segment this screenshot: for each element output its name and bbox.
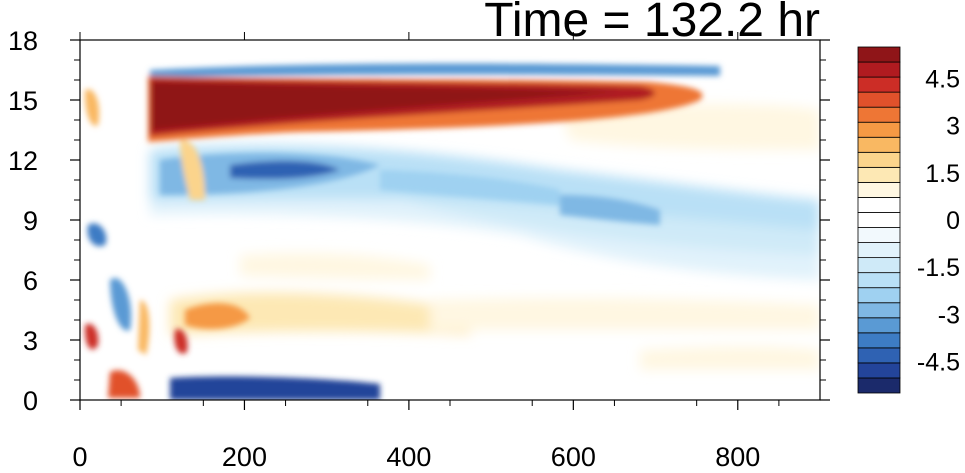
orange-lower-blob <box>185 303 250 330</box>
left-blue-blob <box>87 223 107 247</box>
colorbar-swatch <box>857 227 901 243</box>
y-tick-label: 15 <box>8 86 38 116</box>
colorbar-swatch <box>857 166 901 183</box>
colorbar-swatch <box>857 257 901 274</box>
colorbar-swatch <box>857 106 901 123</box>
colorbar-swatch <box>857 136 901 153</box>
bottom-left-orange <box>108 370 140 398</box>
blue-patch-right <box>560 195 660 225</box>
orange-lower-band <box>170 292 470 335</box>
colorbar-tick-label: -1.5 <box>917 254 960 282</box>
colorbar-swatch <box>857 362 901 379</box>
y-tick-label: 0 <box>23 386 38 416</box>
colorbar-tick-label: -3 <box>938 301 960 329</box>
y-tick-label: 6 <box>23 266 38 296</box>
colorbar-swatch <box>857 302 901 319</box>
left-blue-column <box>110 278 132 331</box>
y-axis: 0 3 6 9 12 15 18 <box>8 26 830 416</box>
colorbar-swatch <box>857 212 901 228</box>
red-jet-core <box>152 82 620 130</box>
colorbar-swatch <box>857 76 901 93</box>
y-tick-label: 18 <box>8 26 38 56</box>
contour-field <box>80 40 820 400</box>
x-tick-label: 200 <box>222 442 267 472</box>
colorbar-swatch <box>857 61 901 78</box>
colorbar-swatch <box>857 347 901 364</box>
left-orange-column <box>138 300 150 355</box>
colorbar: -4.5 -3 -1.5 0 1.5 3 4.5 <box>857 46 960 394</box>
colorbar-swatch <box>857 91 901 108</box>
light-yellow-lower-band <box>430 297 820 330</box>
colorbar-swatch <box>857 272 901 289</box>
colorbar-tick-label: 4.5 <box>925 65 960 93</box>
top-blue-strip <box>150 63 720 78</box>
blue-band-right <box>380 170 560 205</box>
light-yellow-bottom-right <box>640 346 820 370</box>
red-mid-blob <box>174 328 188 354</box>
colorbar-swatch <box>857 287 901 304</box>
blue-band-core <box>230 160 340 180</box>
upper-white-streak <box>180 139 205 200</box>
y-tick-label: 9 <box>23 206 38 236</box>
x-tick-label: 0 <box>72 442 87 472</box>
left-orange-blob-top <box>84 89 100 126</box>
left-red-blob-low <box>84 323 99 350</box>
colorbar-swatch <box>857 332 901 349</box>
colorbar-tick-label: 0 <box>946 207 960 235</box>
colorbar-tick-label: 1.5 <box>925 160 960 188</box>
y-tick-label: 3 <box>23 326 38 356</box>
colorbar-swatch <box>857 242 901 259</box>
x-axis: 0 200 400 600 800 <box>72 32 780 472</box>
colorbar-swatch <box>857 121 901 138</box>
light-yellow-mid-band <box>240 253 430 280</box>
bottom-blue-strip <box>170 376 380 400</box>
colorbar-swatch <box>857 46 901 63</box>
chart-title: Time = 132.2 hr <box>484 0 820 47</box>
colorbar-swatch <box>857 181 901 198</box>
colorbar-swatch <box>857 197 901 213</box>
x-tick-label: 800 <box>715 442 760 472</box>
colorbar-swatch <box>857 377 901 394</box>
colorbar-tick-label: 3 <box>946 113 960 141</box>
colorbar-swatch <box>857 151 901 168</box>
colorbar-swatch <box>857 317 901 334</box>
colorbar-tick-label: -4.5 <box>917 349 960 377</box>
x-tick-label: 400 <box>386 442 431 472</box>
y-tick-label: 12 <box>8 146 38 176</box>
x-tick-label: 600 <box>551 442 596 472</box>
